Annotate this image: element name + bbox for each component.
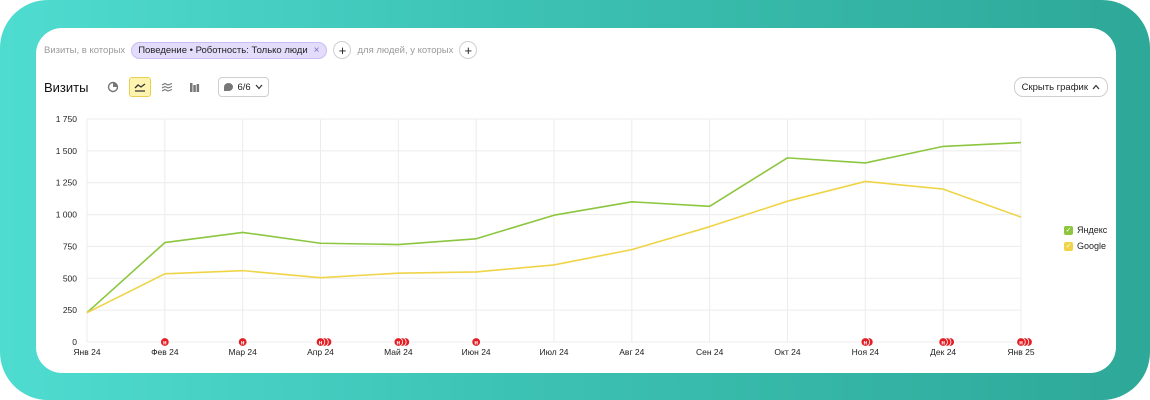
- legend-item-yandex[interactable]: ✓ Яндекс: [1064, 225, 1107, 235]
- chart-legend: ✓ Яндекс ✓ Google: [1064, 225, 1107, 257]
- add-filter-button[interactable]: +: [333, 41, 352, 59]
- page-title: Визиты: [44, 79, 89, 95]
- hide-chart-label: Скрыть график: [1021, 81, 1088, 93]
- close-icon[interactable]: ×: [313, 44, 320, 56]
- bar-chart-button[interactable]: [183, 77, 205, 97]
- y-tick-label: 750: [63, 241, 77, 251]
- annotation-glyph: н: [397, 340, 401, 346]
- annotation-marker: [160, 337, 170, 347]
- line-chart-icon: [134, 83, 146, 92]
- x-tick-label: Янв 25: [1007, 347, 1034, 357]
- x-tick-label: Май 24: [384, 347, 413, 357]
- annotation-marker: [860, 337, 871, 347]
- segments-count: 6/6: [237, 81, 251, 93]
- annotation-marker: [938, 337, 948, 347]
- annotation-marker: [471, 337, 481, 347]
- x-tick-label: Окт 24: [774, 347, 800, 357]
- x-tick-label: Дек 24: [930, 347, 956, 357]
- filter-prefix: Визиты, в которых: [44, 44, 126, 56]
- segment-filters: Визиты, в которых Поведение • Роботность…: [44, 40, 478, 60]
- x-tick-label: Сен 24: [696, 347, 724, 357]
- people-filter-label: для людей, у которых: [357, 44, 454, 56]
- y-tick-label: 0: [72, 337, 77, 347]
- filter-chip[interactable]: Поведение • Роботность: Только люди ×: [131, 41, 328, 59]
- y-tick-label: 500: [63, 273, 77, 283]
- y-tick-label: 1 000: [56, 210, 78, 220]
- series-line-google: [86, 180, 1022, 314]
- stacked-chart-icon: [162, 82, 173, 92]
- x-tick-label: Мар 24: [228, 347, 257, 357]
- add-people-filter-button[interactable]: +: [459, 41, 478, 59]
- bar-chart-icon: [189, 82, 200, 92]
- annotation-glyph: н: [474, 340, 478, 346]
- y-tick-label: 250: [63, 305, 77, 315]
- annotation-marker: [237, 337, 248, 347]
- x-tick-label: Апр 24: [307, 347, 334, 357]
- pie-chart-icon: [108, 81, 119, 93]
- chevron-up-icon: [1092, 84, 1100, 90]
- y-tick-label: 1 250: [56, 178, 78, 188]
- annotation-marker: [393, 337, 404, 347]
- checkbox-icon[interactable]: ✓: [1064, 241, 1073, 251]
- comment-icon: [224, 83, 234, 91]
- annotation-marker: [315, 337, 326, 347]
- chart-toolbar: Визиты: [44, 75, 1108, 99]
- annotation-marker: [1016, 337, 1026, 347]
- annotation-glyph: н: [864, 340, 868, 346]
- annotation-glyph: н: [941, 340, 945, 346]
- y-tick-label: 1 500: [56, 146, 78, 156]
- x-tick-label: Июл 24: [539, 347, 568, 357]
- stacked-chart-button[interactable]: [156, 77, 178, 97]
- line-chart-button[interactable]: [129, 77, 152, 97]
- checkbox-icon[interactable]: ✓: [1064, 225, 1073, 235]
- hide-chart-button[interactable]: Скрыть график: [1013, 77, 1108, 97]
- filter-chip-label: Поведение • Роботность: Только люди: [138, 44, 308, 56]
- x-tick-label: Янв 24: [73, 347, 100, 357]
- x-tick-label: Авг 24: [619, 347, 644, 357]
- x-tick-label: Июн 24: [462, 347, 491, 357]
- series-line-yandex: [86, 141, 1022, 314]
- report-card: Визиты, в которых Поведение • Роботность…: [36, 28, 1116, 373]
- segments-button[interactable]: 6/6: [218, 77, 269, 97]
- x-tick-label: Фев 24: [151, 347, 179, 357]
- x-tick-label: Ноя 24: [852, 347, 880, 357]
- pie-chart-button[interactable]: [102, 77, 124, 97]
- y-tick-label: 1 750: [56, 114, 78, 124]
- line-chart: 0 250 500 750 1 000 1 250 1 500 1 750 Янв 24 Фев …: [56, 114, 1035, 357]
- annotation-glyph: н: [319, 340, 323, 346]
- legend-item-google[interactable]: ✓ Google: [1064, 241, 1107, 251]
- chevron-down-icon: [255, 84, 263, 90]
- legend-label-yandex: Яндекс: [1077, 225, 1108, 235]
- annotation-glyph: н: [1019, 340, 1023, 346]
- legend-label-google: Google: [1077, 241, 1107, 251]
- annotation-glyph: н: [241, 340, 245, 346]
- annotation-glyph: н: [163, 340, 167, 346]
